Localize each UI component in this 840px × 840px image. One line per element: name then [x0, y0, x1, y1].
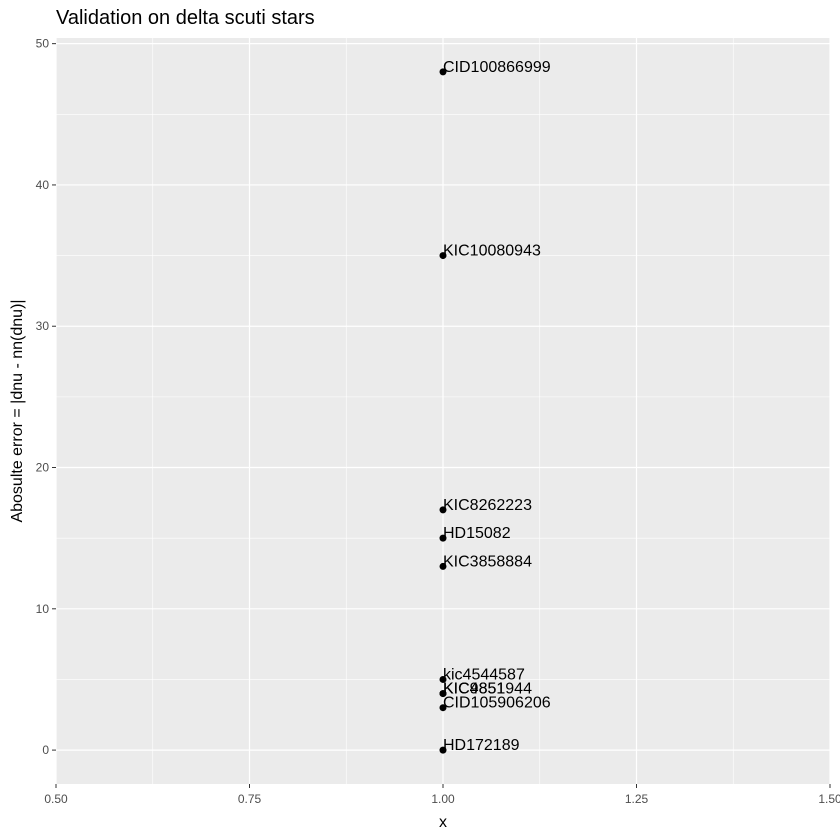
y-axis-title: Abosulte error = |dnu - nn(dnu)|: [9, 299, 26, 522]
x-axis-title: x: [439, 814, 447, 831]
data-point: [439, 746, 447, 754]
point-label: kic4544587: [443, 666, 525, 683]
data-point: [439, 506, 447, 514]
point-label: HD15082: [443, 525, 511, 542]
x-axis: 0.50 0.75 1.00 1.25 1.50: [44, 784, 840, 806]
y-tick-label: 20: [36, 461, 50, 475]
point-label: KIC4851: [443, 681, 505, 698]
x-tick-label: 0.50: [44, 792, 68, 806]
point-label: HD172189: [443, 737, 520, 754]
data-point: [439, 252, 447, 260]
point-label: KIC8262223: [443, 497, 532, 514]
data-point: [439, 534, 447, 542]
y-tick-label: 0: [42, 743, 49, 757]
y-tick-label: 40: [36, 178, 50, 192]
data-points: [439, 68, 447, 754]
point-label: KIC9851944: [443, 681, 532, 698]
data-point: [439, 68, 447, 76]
point-label: KIC3858884: [443, 553, 532, 570]
chart-title: Validation on delta scuti stars: [56, 7, 315, 29]
point-label: CID100866999: [443, 59, 551, 76]
x-tick-label: 1.50: [818, 792, 840, 806]
y-axis: 0 10 20 30 40 50: [36, 37, 56, 757]
point-labels: CID100866999 KIC10080943 KIC8262223 HD15082…: [443, 59, 551, 754]
x-tick-label: 0.75: [238, 792, 262, 806]
point-label: KIC10080943: [443, 243, 541, 260]
x-tick-label: 1.00: [431, 792, 455, 806]
x-tick-label: 1.25: [625, 792, 649, 806]
data-point: [439, 562, 447, 570]
y-tick-label: 50: [36, 37, 50, 51]
point-label: CID105906206: [443, 695, 551, 712]
data-point: [439, 690, 447, 698]
y-tick-label: 30: [36, 319, 50, 333]
y-tick-label: 10: [36, 602, 50, 616]
data-point: [439, 704, 447, 712]
data-point: [439, 675, 447, 683]
